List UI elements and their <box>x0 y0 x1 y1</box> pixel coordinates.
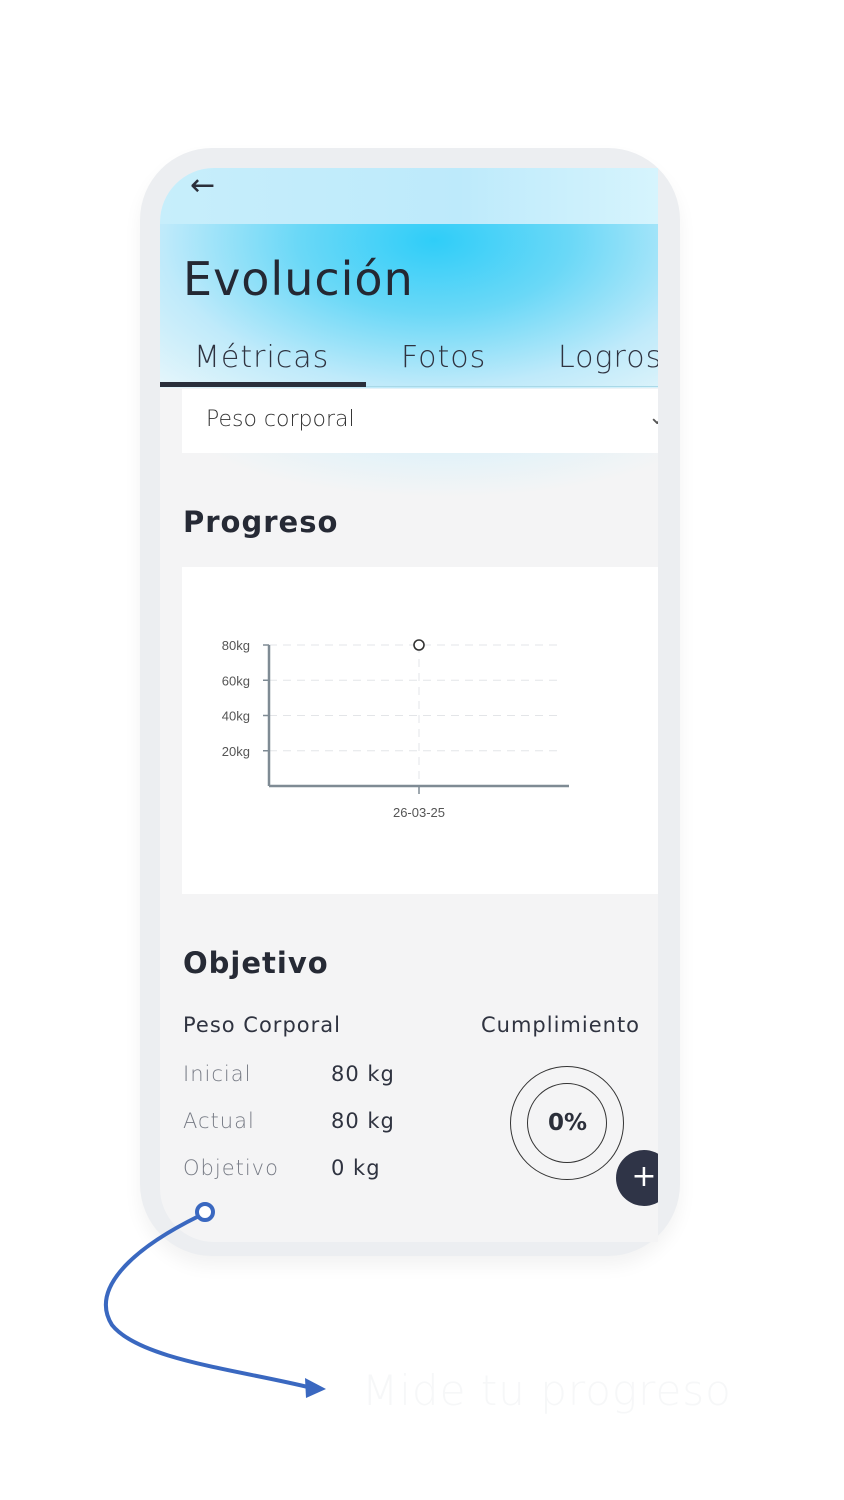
caption-text: Mide tu progreso <box>362 1366 732 1415</box>
metric-select-value: Peso corporal <box>206 407 355 432</box>
active-tab-indicator <box>160 382 366 387</box>
compliance-label: Cumplimiento <box>481 1013 641 1037</box>
progress-title: Progreso <box>183 505 339 539</box>
initial-value: 80 kg <box>331 1062 395 1086</box>
objective-title: Objetivo <box>183 946 329 980</box>
tab-metricas[interactable]: Métricas <box>194 340 330 375</box>
target-label: Objetivo <box>183 1156 279 1180</box>
compliance-value: 0% <box>547 1110 588 1136</box>
arrow-left-icon[interactable]: ← <box>190 168 216 203</box>
objective-metric-label: Peso Corporal <box>183 1013 341 1037</box>
current-label: Actual <box>183 1109 255 1133</box>
status-bar <box>160 168 658 224</box>
y-tick-label: 80kg <box>222 638 250 653</box>
compliance-ring-outer <box>510 1066 624 1180</box>
data-point <box>413 639 425 651</box>
initial-label: Inicial <box>183 1062 252 1086</box>
app-screen: ← Evolución Métricas Fotos Logros Peso c… <box>160 168 658 1242</box>
current-value: 80 kg <box>331 1109 395 1133</box>
tab-fotos[interactable]: Fotos <box>401 340 487 375</box>
plus-icon: + <box>631 1159 657 1194</box>
y-tick-label: 40kg <box>222 709 250 724</box>
header-gradient <box>160 224 658 388</box>
page-title: Evolución <box>183 252 414 306</box>
tab-logros[interactable]: Logros <box>558 340 658 375</box>
metric-select[interactable]: Peso corporal ⌄ <box>182 389 658 453</box>
chevron-down-icon: ⌄ <box>648 405 658 430</box>
tab-divider <box>160 386 658 387</box>
target-value: 0 kg <box>331 1156 381 1180</box>
x-tick-label: 26-03-25 <box>393 805 445 820</box>
progress-chart-card: 20kg 40kg 60kg 80kg 26-03-25 <box>182 567 658 894</box>
add-button[interactable]: + <box>616 1150 658 1206</box>
progress-chart: 20kg 40kg 60kg 80kg 26-03-25 <box>222 638 569 820</box>
y-tick-label: 60kg <box>222 673 250 688</box>
compliance-ring-inner <box>527 1083 607 1163</box>
y-tick-label: 20kg <box>222 744 250 759</box>
